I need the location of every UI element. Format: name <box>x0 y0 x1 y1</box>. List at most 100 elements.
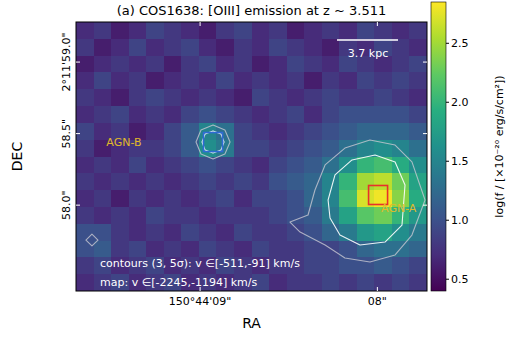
heatmap-cell <box>129 72 147 89</box>
heatmap-cell <box>357 106 375 123</box>
heatmap-cell <box>269 157 287 174</box>
heatmap-cell <box>199 207 217 224</box>
heatmap-cell <box>76 22 94 39</box>
heatmap-cell <box>129 190 147 207</box>
heatmap-cell <box>322 274 340 291</box>
heatmap-cell <box>287 190 305 207</box>
heatmap-cell <box>216 106 234 123</box>
heatmap-cell <box>357 123 375 140</box>
heatmap-cell <box>287 56 305 73</box>
heatmap-cell <box>199 22 217 39</box>
heatmap-cell <box>216 22 234 39</box>
heatmap-cell <box>269 123 287 140</box>
heatmap-cell <box>111 89 129 106</box>
heatmap-cell <box>304 241 322 258</box>
y-tick-label: 2°11'59.0" <box>60 33 73 92</box>
heatmap-cell <box>164 72 182 89</box>
heatmap-cell <box>164 123 182 140</box>
heatmap-cell <box>322 190 340 207</box>
heatmap-cell <box>409 123 427 140</box>
x-axis-label: RA <box>242 315 261 331</box>
heatmap-cell <box>322 39 340 56</box>
heatmap-cell <box>181 224 199 241</box>
heatmap-cell <box>76 190 94 207</box>
heatmap-cell <box>304 257 322 274</box>
heatmap-cell <box>76 39 94 56</box>
heatmap-cell <box>409 157 427 174</box>
figure: (a) COS1638: [OIII] emission at z ~ 3.51… <box>0 0 522 338</box>
heatmap-cell <box>216 56 234 73</box>
y-tick <box>423 133 427 134</box>
heatmap-cell <box>111 173 129 190</box>
heatmap-cell <box>76 224 94 241</box>
heatmap-cell <box>146 72 164 89</box>
heatmap-cell <box>164 56 182 73</box>
heatmap-cell <box>409 72 427 89</box>
heatmap-cell <box>287 274 305 291</box>
heatmap-cell <box>234 140 252 157</box>
heatmap-cell <box>129 173 147 190</box>
heatmap-cell <box>164 190 182 207</box>
heatmap-cell <box>111 190 129 207</box>
heatmap-cell <box>322 224 340 241</box>
heatmap-cell <box>322 173 340 190</box>
heatmap-cell <box>181 241 199 258</box>
colorbar-tick <box>446 161 449 162</box>
heatmap-cell <box>357 157 375 174</box>
heatmap-cell <box>374 22 392 39</box>
heatmap-cell <box>339 123 357 140</box>
heatmap-cell <box>94 173 112 190</box>
colorbar-tick-label: 1.5 <box>451 155 469 168</box>
heatmap-cell <box>374 224 392 241</box>
y-tick <box>76 205 80 206</box>
heatmap-cell <box>181 106 199 123</box>
contour <box>328 155 405 245</box>
heatmap-cell <box>146 190 164 207</box>
heatmap-cell <box>357 173 375 190</box>
heatmap-cell <box>322 56 340 73</box>
heatmap-cell <box>409 22 427 39</box>
colorbar-label: log(f / [×10⁻²⁰ erg/s/cm²]) <box>493 75 506 217</box>
heatmap-cell <box>216 140 234 157</box>
x-tick-label: 150°44'09" <box>169 295 232 308</box>
heatmap-cell <box>269 56 287 73</box>
heatmap-cell <box>374 106 392 123</box>
heatmap-cell <box>94 106 112 123</box>
colorbar-tick <box>446 220 449 221</box>
y-axis-label: DEC <box>9 142 25 172</box>
heatmap-cell <box>269 106 287 123</box>
heatmap-cell <box>287 123 305 140</box>
scale-bar-label: 3.7 kpc <box>348 47 388 60</box>
heatmap-cell <box>357 22 375 39</box>
heatmap-cell <box>234 241 252 258</box>
heatmap-cell <box>111 241 129 258</box>
heatmap-cell <box>304 123 322 140</box>
heatmap-cell <box>269 140 287 157</box>
heatmap-cell <box>129 207 147 224</box>
heatmap-cell <box>392 72 410 89</box>
heatmap-cell <box>409 56 427 73</box>
heatmap-cell <box>129 224 147 241</box>
heatmap-cell <box>269 241 287 258</box>
heatmap-cell <box>111 157 129 174</box>
heatmap-cell <box>252 106 270 123</box>
heatmap-cell <box>146 241 164 258</box>
heatmap-cell <box>76 56 94 73</box>
heatmap-cell <box>269 190 287 207</box>
colorbar-tick-label: 0.5 <box>451 273 469 286</box>
heatmap-cell <box>374 274 392 291</box>
heatmap-cell <box>94 157 112 174</box>
heatmap-cell <box>392 123 410 140</box>
heatmap-cell <box>374 173 392 190</box>
heatmap-cell <box>252 56 270 73</box>
heatmap-cell <box>409 224 427 241</box>
colorbar-tick-label: 2.0 <box>451 96 469 109</box>
heatmap-cell <box>76 207 94 224</box>
heatmap-cell <box>339 274 357 291</box>
heatmap-cell <box>164 207 182 224</box>
heatmap-cell <box>357 274 375 291</box>
heatmap-cell <box>287 72 305 89</box>
heatmap-cell <box>339 207 357 224</box>
heatmap-cell <box>76 140 94 157</box>
heatmap-cell <box>374 157 392 174</box>
